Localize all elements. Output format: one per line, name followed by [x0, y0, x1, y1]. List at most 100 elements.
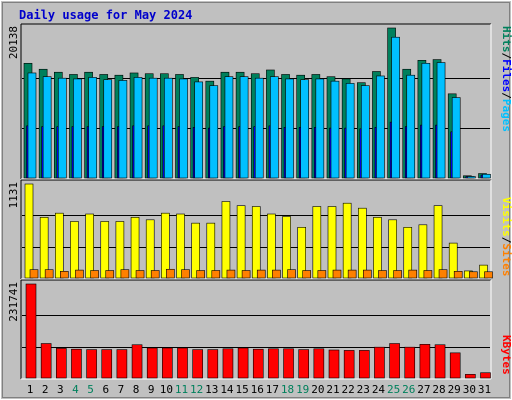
- visits-bar-day-18: [282, 216, 291, 279]
- kbytes-bar-day-1: [25, 283, 37, 379]
- visits-bar-day-15: [236, 205, 246, 279]
- visits-bar-day-6: [100, 221, 110, 279]
- x-tick-label-day-27: 27: [417, 383, 430, 396]
- kbytes-bar-day-23: [358, 350, 370, 379]
- x-tick-label-day-29: 29: [448, 383, 461, 396]
- pages-bar-day-31: [482, 173, 491, 179]
- x-tick-label-day-16: 16: [251, 383, 264, 396]
- legend-files: Files: [500, 59, 512, 92]
- legend-sep-1: /: [500, 53, 512, 60]
- sites-bar-day-3: [59, 271, 69, 279]
- x-tick-label-day-3: 3: [57, 383, 64, 396]
- kbytes-bar-day-6: [101, 349, 113, 379]
- kbytes-bar-day-3: [55, 348, 67, 379]
- x-tick-label-day-21: 21: [326, 383, 339, 396]
- visits-bar-day-21: [327, 206, 337, 279]
- x-tick-label-day-19: 19: [296, 383, 309, 396]
- visits-bar-day-8: [130, 217, 140, 279]
- kbytes-bar-day-12: [192, 349, 203, 379]
- kbytes-ymax-label: 231741: [7, 282, 20, 322]
- pages-bar-day-30: [467, 176, 476, 179]
- x-tick-label-day-13: 13: [205, 383, 218, 396]
- legend-sites: Sites: [500, 243, 512, 276]
- x-axis-labels: 1 2 3 4 5 6 7 8 9 10 11 12 13 14 15 16 17 18 19 20 21 22 23 24 2…: [27, 383, 491, 396]
- sites-bar-day-2: [44, 269, 54, 279]
- kbytes-bar-day-10: [162, 347, 173, 379]
- pages-bar-day-1: [27, 72, 37, 179]
- sites-bar-day-10: [166, 268, 175, 279]
- sites-bar-day-21: [332, 269, 342, 279]
- visits-ymax-label: 1131: [7, 182, 20, 209]
- kbytes-bar-day-4: [71, 348, 82, 379]
- kbytes-bar-day-29: [449, 352, 461, 379]
- visits-bar-day-26: [403, 227, 413, 279]
- kbytes-bar-day-14: [222, 348, 234, 379]
- visits-bar-day-17: [267, 213, 276, 279]
- sites-bar-day-26: [408, 269, 418, 279]
- x-tick-label-day-15: 15: [235, 383, 248, 396]
- visits-bar-day-27: [418, 224, 428, 279]
- pages-bar-day-4: [73, 78, 82, 179]
- pages-bar-day-10: [164, 77, 173, 179]
- x-tick-label-day-22: 22: [342, 383, 355, 396]
- x-tick-label-day-1: 1: [27, 383, 34, 396]
- x-tick-label-day-7: 7: [118, 383, 125, 396]
- chart-title: Daily usage for May 2024: [19, 8, 192, 22]
- sites-bar-day-8: [135, 270, 145, 279]
- sites-bar-day-19: [302, 270, 312, 279]
- pages-bar-day-2: [42, 76, 52, 179]
- pages-bar-day-11: [179, 78, 188, 179]
- x-tick-label-day-10: 10: [160, 383, 173, 396]
- visits-bar-day-1: [24, 183, 34, 279]
- visits-bar-day-22: [342, 202, 352, 279]
- kbytes-bar-day-18: [283, 348, 294, 379]
- sites-bar-day-15: [241, 270, 251, 279]
- x-tick-label-day-31: 31: [478, 383, 491, 396]
- visits-bar-day-13: [206, 222, 216, 279]
- x-tick-label-day-20: 20: [311, 383, 324, 396]
- pages-bar-day-24: [376, 75, 385, 179]
- kbytes-bar-day-27: [419, 344, 431, 379]
- sites-bar-day-29: [453, 271, 463, 279]
- legend-hits: Hits: [500, 26, 512, 53]
- visits-bar-day-24: [373, 217, 382, 279]
- kbytes-bar-day-17: [268, 348, 279, 379]
- visits-bar-day-11: [176, 213, 185, 279]
- legend-pages: Pages: [500, 99, 512, 132]
- sites-bar-day-1: [29, 269, 39, 279]
- visits-bar-day-5: [85, 213, 94, 279]
- x-tick-label-day-6: 6: [102, 383, 109, 396]
- x-tick-label-day-23: 23: [357, 383, 370, 396]
- kbytes-bar-day-24: [374, 346, 385, 379]
- sites-bar-day-5: [90, 270, 99, 279]
- legend-sep-3: /: [500, 237, 512, 244]
- x-tick-label-day-12: 12: [190, 383, 203, 396]
- sites-bar-day-4: [75, 269, 84, 279]
- visits-bar-day-25: [388, 219, 397, 279]
- sites-bar-day-20: [317, 270, 327, 279]
- legend-kbytes: KBytes: [500, 335, 512, 375]
- legend-visits-sites: Visits/Sites: [500, 197, 512, 277]
- pages-bar-day-23: [360, 85, 370, 179]
- sites-bar-day-25: [393, 270, 402, 279]
- pages-bar-day-3: [57, 77, 67, 179]
- pages-bar-day-22: [345, 83, 355, 179]
- sites-bar-day-28: [438, 269, 448, 279]
- x-tick-label-day-30: 30: [463, 383, 476, 396]
- pages-bar-day-9: [148, 77, 158, 179]
- pages-bar-day-21: [330, 80, 340, 179]
- kbytes-bar-day-30: [465, 374, 476, 379]
- x-tick-label-day-4: 4: [72, 383, 79, 396]
- sites-bar-day-16: [256, 269, 266, 279]
- x-tick-label-day-17: 17: [266, 383, 279, 396]
- sites-bar-day-23: [362, 269, 372, 279]
- x-tick-label-day-26: 26: [402, 383, 415, 396]
- visits-bar-day-2: [39, 217, 49, 279]
- pages-bar-day-5: [88, 77, 97, 179]
- sites-bar-day-9: [150, 270, 160, 279]
- pages-bar-day-19: [300, 79, 310, 179]
- kbytes-bar-day-20: [313, 348, 325, 379]
